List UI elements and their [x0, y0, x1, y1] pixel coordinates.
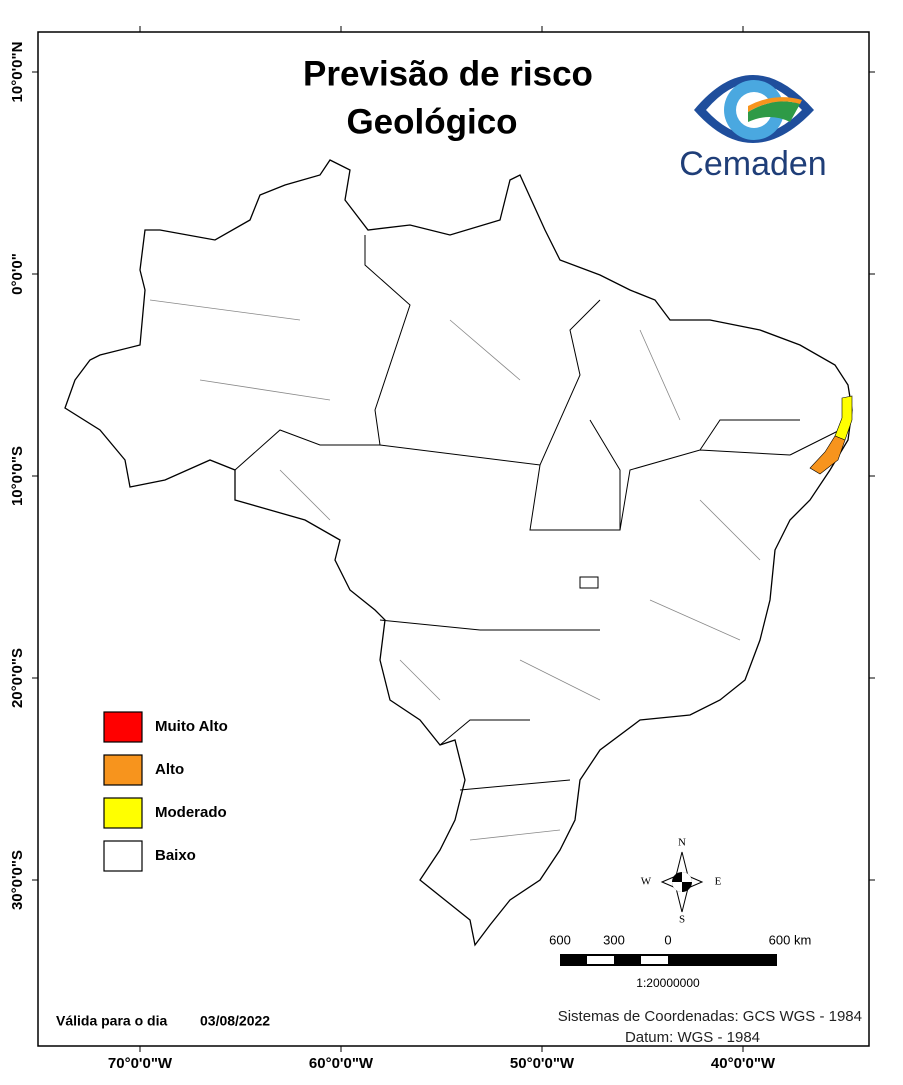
logo-text: Cemaden	[679, 145, 826, 183]
datum: Datum: WGS - 1984	[625, 1029, 760, 1046]
scale-bar: 600 300 0 600 km 1:20000000	[549, 932, 811, 990]
lat-label: 10°0'0"S	[9, 446, 26, 506]
scale-label: 300	[603, 932, 625, 947]
scale-ratio: 1:20000000	[636, 976, 700, 990]
coord-system: Sistemas de Coordenadas: GCS WGS - 1984	[558, 1008, 862, 1025]
legend-swatch	[103, 840, 143, 872]
legend-swatch	[103, 711, 143, 743]
graticule: 10°0'0"N 0°0'0" 10°0'0"S 20°0'0"S 30°0'0"S 70…	[9, 26, 875, 1072]
scale-label: 600	[549, 932, 571, 947]
compass-e: E	[715, 876, 722, 888]
valid-label: Válida para o dia	[56, 1013, 167, 1029]
compass-n: N	[678, 837, 686, 849]
lon-label: 70°0'0"W	[108, 1055, 173, 1072]
lat-label: 30°0'0"S	[9, 850, 26, 910]
brazil-map	[64, 159, 853, 947]
legend-swatch	[103, 797, 143, 829]
title-line: Geológico	[346, 102, 517, 141]
lon-label: 60°0'0"W	[309, 1055, 374, 1072]
legend: Muito Alto Alto Moderado Baixo	[103, 711, 228, 872]
compass-w: W	[641, 876, 652, 888]
legend-label: Alto	[155, 761, 184, 778]
legend-label: Baixo	[155, 847, 196, 864]
legend-label: Moderado	[155, 804, 227, 821]
legend-label: Muito Alto	[155, 718, 228, 735]
title-line: Previsão de risco	[303, 54, 593, 93]
lat-label: 10°0'0"N	[9, 42, 26, 103]
scale-label: 600 km	[769, 932, 812, 947]
lon-label: 40°0'0"W	[711, 1055, 776, 1072]
legend-swatch	[103, 754, 143, 786]
valid-date: 03/08/2022	[200, 1013, 270, 1029]
logo: Cemaden	[679, 75, 827, 183]
lat-label: 0°0'0"	[9, 253, 26, 295]
compass: N S E W	[641, 837, 722, 926]
lon-label: 50°0'0"W	[510, 1055, 575, 1072]
compass-s: S	[679, 914, 685, 926]
lat-label: 20°0'0"S	[9, 648, 26, 708]
scale-label: 0	[664, 932, 671, 947]
